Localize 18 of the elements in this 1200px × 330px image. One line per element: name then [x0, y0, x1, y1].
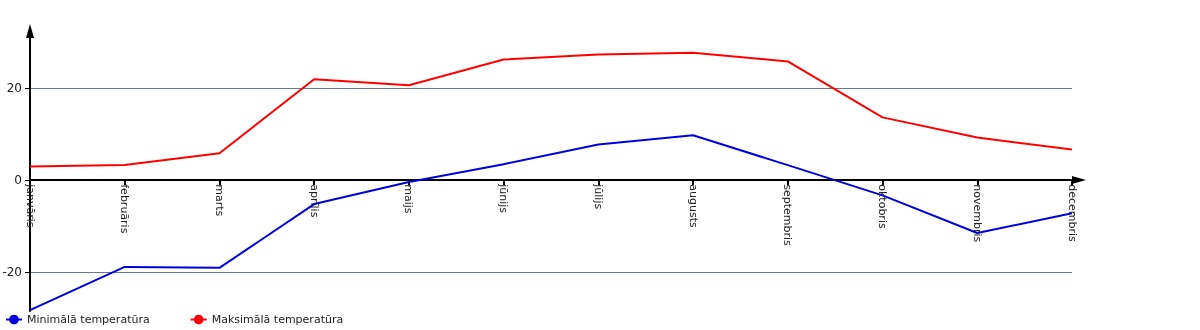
y-tick-label: -20 — [2, 265, 22, 279]
x-tick-label: oktobris — [876, 184, 890, 229]
x-tick-label: aprīlis — [307, 184, 321, 218]
x-tick-label: novembris — [970, 184, 984, 243]
x-tick-label: augusts — [686, 184, 700, 228]
legend-label: Minimālā temperatūra — [27, 313, 150, 326]
x-tick-label: februāris — [118, 184, 132, 234]
x-tick-label: septembris — [781, 184, 795, 247]
line-series — [29, 51, 1073, 168]
x-tick-label: decembris — [1065, 184, 1079, 243]
x-tick-label: jūlijs — [591, 183, 605, 210]
x-tick-label: maijs — [402, 184, 416, 214]
y-tick-label: 20 — [6, 81, 22, 96]
x-tick-label: jūnijs — [497, 183, 511, 214]
x-tick-label: marts — [212, 184, 226, 217]
legend-label: Maksimālā temperatūra — [211, 313, 344, 326]
y-tick-label: 0 — [14, 173, 22, 188]
x-tick-label: janvāris — [23, 183, 37, 228]
